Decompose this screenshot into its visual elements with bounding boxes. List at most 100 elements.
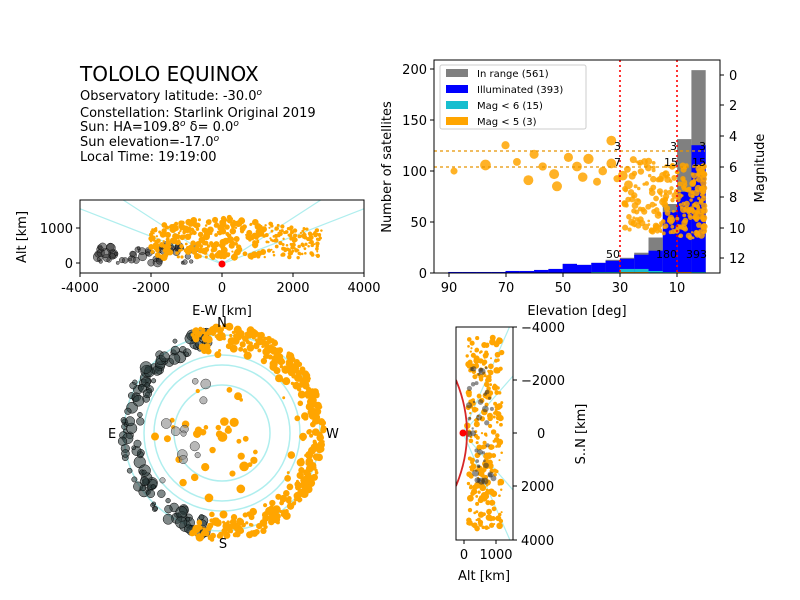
ns-lit-point [474, 525, 480, 532]
ns-lit-point [485, 488, 489, 492]
ew-lit-point [216, 250, 223, 257]
ns-lit-point [475, 495, 479, 498]
histogram-bar [648, 250, 663, 273]
sky-lit-point [299, 366, 306, 373]
sky-lit-point [238, 332, 245, 339]
histogram-bar [648, 270, 663, 273]
sky-lit-point [198, 326, 203, 331]
ew-x-tick-label: 4000 [347, 281, 380, 296]
ew-lit-point [206, 219, 212, 225]
ew-lit-point [213, 222, 219, 228]
ns-lit-point [496, 403, 503, 410]
legend-swatch-range [446, 69, 468, 77]
magnitude-point [628, 172, 636, 180]
sky-shadowed-point [139, 361, 153, 374]
histogram-bar [476, 271, 492, 273]
sky-lit-point [225, 343, 232, 350]
sky-lit-point [299, 432, 307, 441]
sky-lit-point [298, 467, 305, 474]
sky-shadowed-point [170, 345, 180, 355]
ns-shadowed-point [469, 430, 477, 437]
cut-labels: 3 7 50 3 15 180 3 15 393 [606, 140, 707, 261]
sky-lit-point [275, 374, 284, 383]
ns-lit-point [475, 501, 480, 506]
sky-lit-point [286, 351, 291, 356]
sky-lit-point [313, 454, 320, 461]
sky-shadowed-point [117, 436, 128, 446]
ew-lit-point [282, 237, 285, 240]
ns-lit-point [476, 517, 481, 522]
sky-shadowed-point [137, 411, 143, 418]
histogram-y-ticks: 0 50 100 150 200 [402, 63, 434, 282]
ew-lit-point [303, 247, 307, 251]
magnitude-point [700, 190, 706, 196]
ns-lit-point [477, 511, 485, 518]
sky-shadowed-point [198, 514, 205, 520]
sky-lit-point [256, 338, 263, 346]
sky-lit-point [294, 373, 303, 382]
magnitude-point [651, 168, 656, 173]
sky-shadowed-point [136, 417, 145, 426]
mag-tick-label: 8 [729, 191, 737, 206]
sky-lit-point [239, 461, 250, 472]
ns-lit-point [468, 438, 474, 444]
ew-lit-point [297, 244, 301, 249]
magnitude-points [450, 135, 708, 241]
ew-lit-point [196, 242, 201, 247]
sky-lit-point [310, 473, 318, 481]
sky-lit-point [247, 333, 253, 339]
magnitude-point [670, 162, 676, 168]
ns-lit-point [498, 459, 501, 462]
ew-y-tick-label: 0 [65, 257, 73, 272]
ns-lit-point [473, 421, 480, 428]
sky-lit-point [261, 345, 265, 349]
sky-lit-point [294, 481, 301, 488]
histogram-bar [691, 271, 706, 273]
figure-title: TOLOLO EQUINOX [79, 62, 259, 86]
sky-shadowed-point [126, 467, 133, 474]
ew-x-ticks: -4000 -2000 0 2000 4000 [61, 273, 381, 296]
sky-lit-point [275, 517, 281, 523]
ew-lit-point [247, 252, 254, 260]
magnitude-point [668, 230, 673, 235]
magnitude-point [700, 171, 703, 174]
ns-lit-point [485, 434, 488, 437]
sky-lit-point [299, 457, 305, 463]
magnitude-point [641, 158, 648, 165]
magnitude-point [670, 197, 675, 203]
magnitude-point [625, 196, 631, 203]
magnitude-point [645, 164, 652, 172]
ew-y-ticks: 0 1000 [40, 222, 80, 272]
ns-lit-point [475, 441, 479, 445]
magnitude-point [633, 184, 638, 189]
ew-lit-point [291, 249, 295, 253]
ew-lit-point [290, 245, 295, 250]
magnitude-point [659, 223, 663, 227]
magnitude-point [697, 231, 705, 239]
sky-shadowed-point [125, 416, 135, 427]
ew-lit-point [308, 234, 313, 238]
histogram-bar [591, 262, 606, 273]
ns-satellite-points [464, 334, 505, 532]
sky-shadowed-point [160, 418, 172, 429]
ns-shadowed-point [487, 396, 492, 400]
histogram-bar [634, 268, 649, 273]
ns-shadowed-point [484, 366, 488, 370]
sky-lit-point [261, 511, 269, 519]
ew-lit-point [156, 238, 161, 244]
mag-tick-label: 4 [729, 130, 737, 145]
compass-east: E [108, 427, 116, 442]
sky-lit-point [279, 364, 284, 369]
ew-lit-point [315, 247, 319, 251]
sky-shadowed-point [139, 484, 147, 492]
ew-lit-point [211, 246, 218, 252]
ew-lit-point [218, 243, 224, 248]
ew-shadowed-point [114, 251, 119, 256]
magnitude-point [654, 211, 662, 219]
ew-lit-point [228, 242, 235, 249]
sky-lit-point [236, 484, 246, 494]
ew-lit-point [270, 248, 273, 251]
sky-lit-point [253, 449, 258, 455]
sky-lit-point [313, 418, 318, 422]
ns-lit-point [468, 466, 472, 469]
